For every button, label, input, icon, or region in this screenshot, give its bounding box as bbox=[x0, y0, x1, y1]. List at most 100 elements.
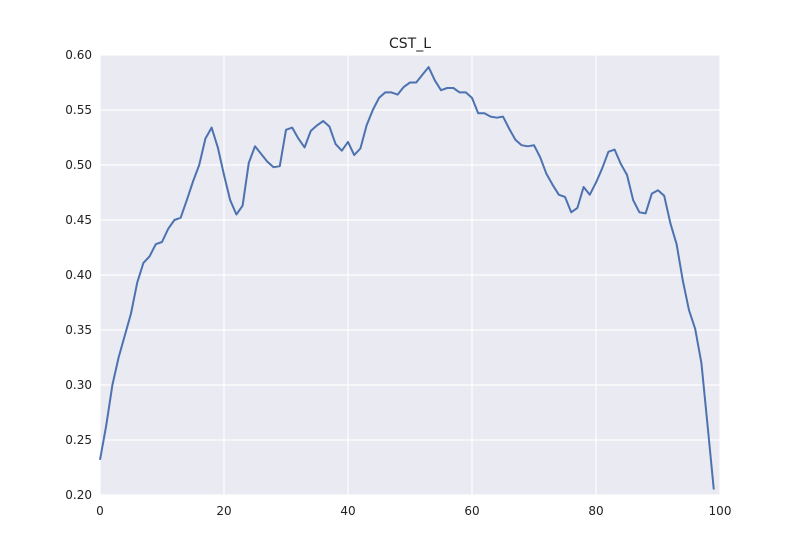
chart-title: CST_L bbox=[389, 36, 431, 52]
y-tick-label: 0.60 bbox=[65, 48, 92, 62]
data-point bbox=[557, 193, 560, 196]
series-layer bbox=[99, 66, 715, 491]
y-tick-label: 0.25 bbox=[65, 433, 92, 447]
x-tick-label: 60 bbox=[464, 504, 479, 518]
data-point bbox=[254, 145, 257, 148]
data-point bbox=[675, 243, 678, 246]
data-point bbox=[452, 87, 455, 90]
data-point bbox=[495, 116, 498, 119]
data-point bbox=[229, 199, 232, 202]
data-point bbox=[266, 160, 269, 163]
data-point bbox=[712, 488, 715, 491]
data-point bbox=[526, 145, 529, 148]
data-point bbox=[142, 261, 145, 264]
data-point bbox=[223, 173, 226, 176]
data-point bbox=[99, 458, 102, 461]
data-point bbox=[533, 144, 536, 147]
data-point bbox=[588, 193, 591, 196]
series-line bbox=[99, 66, 715, 490]
data-point bbox=[700, 362, 703, 365]
data-point bbox=[477, 112, 480, 115]
y-tick-label: 0.45 bbox=[65, 213, 92, 227]
data-point bbox=[123, 334, 126, 337]
data-point bbox=[601, 167, 604, 170]
data-point bbox=[458, 91, 461, 94]
data-point bbox=[638, 211, 641, 214]
x-tick-label: 100 bbox=[709, 504, 732, 518]
data-point bbox=[365, 124, 368, 127]
data-point bbox=[390, 91, 393, 94]
data-point bbox=[241, 204, 244, 207]
y-tick-label: 0.35 bbox=[65, 323, 92, 337]
data-point bbox=[694, 327, 697, 330]
data-point bbox=[421, 73, 424, 76]
data-point bbox=[216, 146, 219, 149]
data-point bbox=[514, 138, 517, 141]
data-point bbox=[105, 424, 108, 427]
data-point bbox=[291, 126, 294, 129]
data-point bbox=[595, 181, 598, 184]
data-point bbox=[471, 96, 474, 99]
data-point bbox=[247, 161, 250, 164]
x-tick-label: 40 bbox=[340, 504, 355, 518]
data-point bbox=[402, 85, 405, 88]
data-point bbox=[359, 147, 362, 150]
data-point bbox=[297, 137, 300, 140]
data-point bbox=[328, 125, 331, 128]
grid-lines bbox=[99, 54, 721, 496]
data-point bbox=[663, 194, 666, 197]
data-point bbox=[520, 144, 523, 147]
data-point bbox=[161, 241, 164, 244]
data-point bbox=[706, 424, 709, 427]
data-point bbox=[440, 89, 443, 92]
data-point bbox=[508, 127, 511, 130]
data-point bbox=[681, 279, 684, 282]
data-point bbox=[489, 115, 492, 118]
data-point bbox=[353, 154, 356, 157]
data-point bbox=[204, 137, 207, 140]
data-point bbox=[378, 96, 381, 99]
data-point bbox=[619, 162, 622, 165]
data-point bbox=[551, 183, 554, 186]
data-point bbox=[272, 166, 275, 169]
data-point bbox=[409, 81, 412, 84]
y-tick-label: 0.50 bbox=[65, 158, 92, 172]
data-point bbox=[576, 206, 579, 209]
data-point bbox=[632, 199, 635, 202]
data-point bbox=[322, 120, 325, 123]
data-point bbox=[607, 150, 610, 153]
data-point bbox=[396, 93, 399, 96]
data-point bbox=[278, 165, 281, 168]
data-point bbox=[613, 148, 616, 151]
data-point bbox=[688, 309, 691, 312]
data-point bbox=[130, 312, 133, 315]
data-point bbox=[564, 195, 567, 198]
y-tick-label: 0.40 bbox=[65, 268, 92, 282]
x-axis-ticks: 0 20 40 60 80 100 bbox=[96, 504, 731, 518]
data-point bbox=[582, 186, 585, 189]
data-point bbox=[260, 153, 263, 156]
data-point bbox=[179, 216, 182, 219]
data-point bbox=[285, 128, 288, 131]
data-point bbox=[464, 91, 467, 94]
y-tick-label: 0.55 bbox=[65, 103, 92, 117]
data-point bbox=[173, 219, 176, 222]
data-point bbox=[210, 126, 213, 129]
data-point bbox=[657, 189, 660, 192]
y-tick-label: 0.20 bbox=[65, 488, 92, 502]
y-tick-label: 0.30 bbox=[65, 378, 92, 392]
data-point bbox=[316, 124, 319, 127]
data-point bbox=[198, 164, 201, 167]
data-point bbox=[111, 384, 114, 387]
data-point bbox=[154, 243, 157, 246]
data-point bbox=[117, 356, 120, 359]
x-tick-label: 0 bbox=[96, 504, 104, 518]
data-point bbox=[334, 143, 337, 146]
data-point bbox=[570, 211, 573, 214]
data-point bbox=[415, 81, 418, 84]
data-point bbox=[427, 66, 430, 69]
data-point bbox=[347, 140, 350, 143]
data-point bbox=[626, 173, 629, 176]
